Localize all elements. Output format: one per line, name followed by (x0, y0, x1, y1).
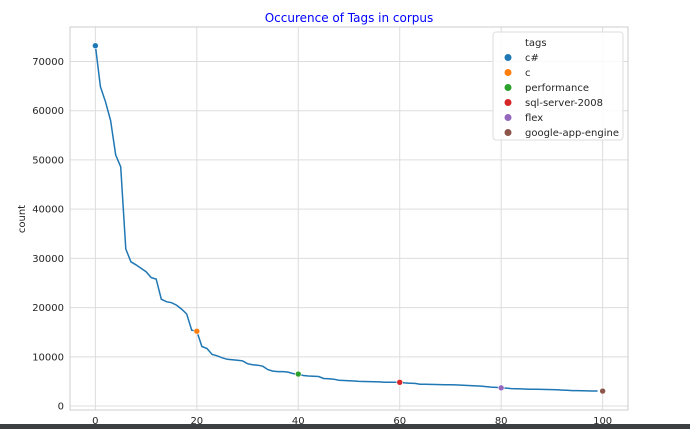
legend-marker (504, 114, 512, 121)
y-tick-label: 30000 (32, 254, 64, 265)
x-tick-label: 100 (593, 416, 612, 427)
point-performance (294, 370, 302, 378)
legend-entry: performance (525, 83, 589, 94)
window-bottom-bar (0, 424, 690, 429)
y-tick-labels: 0 10000 20000 30000 40000 50000 60000 70000 (32, 57, 64, 413)
point-c# (92, 42, 99, 50)
grid (70, 27, 628, 410)
y-tick-label: 70000 (32, 57, 64, 68)
x-tick-label: 0 (92, 416, 98, 427)
y-tick-label: 60000 (32, 106, 64, 117)
y-tick-label: 10000 (32, 352, 64, 363)
legend-marker (504, 54, 512, 61)
legend-marker (504, 84, 512, 91)
series-group (94, 45, 598, 392)
legend-entry: c# (525, 53, 539, 64)
x-tick-labels: 0 20 40 60 80 100 (92, 416, 612, 427)
y-tick-label: 50000 (32, 155, 64, 166)
chart-title: Occurence of Tags in corpus (265, 11, 434, 25)
legend: tags c# c performance sql-server-2008 flex goo… (492, 31, 624, 141)
x-tick-label: 40 (292, 416, 305, 427)
legend-entry: google-app-engine (525, 128, 619, 139)
legend-title: tags (525, 38, 547, 49)
legend-marker (504, 69, 512, 76)
point-sql-server-2008 (396, 378, 404, 386)
y-tick-label: 20000 (32, 303, 64, 314)
y-tick-label: 40000 (32, 205, 64, 216)
x-tick-label: 20 (190, 416, 203, 427)
x-tick-label: 60 (393, 416, 406, 427)
series-line (94, 45, 598, 392)
plot-frame (69, 26, 629, 411)
legend-marker (504, 129, 512, 136)
legend-entry: flex (525, 113, 543, 124)
legend-box (492, 31, 624, 141)
point-flex (497, 384, 505, 392)
point-google-app-engine (599, 387, 606, 395)
point-c (193, 327, 201, 335)
legend-marker (504, 99, 512, 106)
y-tick-label: 0 (58, 402, 64, 413)
legend-entry: c (525, 68, 531, 79)
y-axis-label: count (17, 205, 28, 233)
highlight-points (92, 42, 606, 395)
x-tick-label: 80 (495, 416, 508, 427)
legend-entry: sql-server-2008 (525, 98, 603, 109)
